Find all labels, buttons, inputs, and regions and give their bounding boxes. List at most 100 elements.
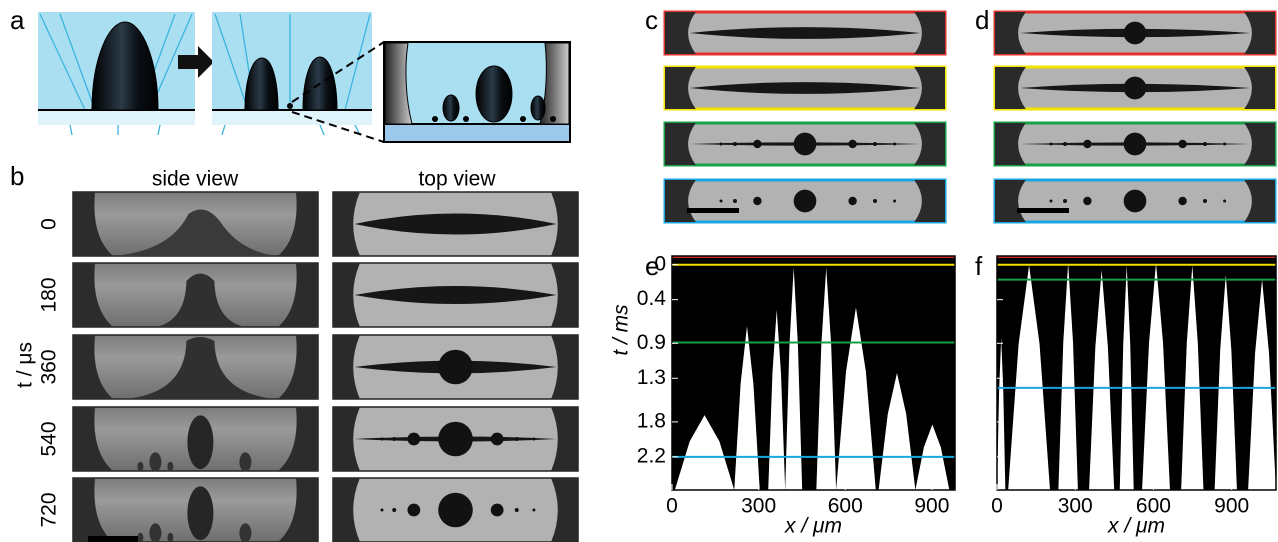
filament <box>689 82 921 94</box>
wall <box>73 192 113 256</box>
side-view-image <box>72 477 319 542</box>
droplet <box>1049 142 1053 146</box>
x-tick-label: 900 <box>1214 495 1249 518</box>
side-view-image <box>72 262 319 328</box>
plot-frame <box>671 255 956 491</box>
droplet <box>514 437 519 441</box>
kymograph <box>996 255 1277 491</box>
droplet <box>893 199 897 203</box>
wall <box>995 67 1026 109</box>
droplet <box>438 349 473 385</box>
wall <box>914 123 945 165</box>
x-axis-label: x / μm <box>784 515 842 538</box>
top-view-image <box>993 10 1277 56</box>
top-view-image <box>332 191 579 257</box>
top-view-image <box>993 178 1277 224</box>
region <box>1181 265 1204 490</box>
row-label: 180 <box>38 277 61 312</box>
top-view-image <box>332 262 579 328</box>
top-view-image <box>663 178 947 224</box>
droplet <box>438 492 473 528</box>
wall <box>73 407 113 471</box>
region <box>997 337 1006 490</box>
panel-label: a <box>10 5 25 35</box>
wall <box>1244 180 1275 222</box>
region <box>1119 265 1134 490</box>
wall <box>995 12 1026 54</box>
top-view-image <box>332 477 579 542</box>
x-tick-label: 600 <box>1136 495 1171 518</box>
x-tick-label: 300 <box>1058 495 1093 518</box>
droplet <box>149 452 162 472</box>
droplet <box>733 199 737 203</box>
column-header: side view <box>152 168 239 191</box>
y-tick-label: 0.9 <box>637 331 666 354</box>
wall <box>278 335 318 399</box>
droplet <box>893 142 897 146</box>
region <box>674 415 735 490</box>
droplet <box>532 437 536 441</box>
droplet <box>514 508 519 512</box>
top-view-image <box>332 334 579 400</box>
droplet <box>793 189 817 213</box>
region <box>1142 263 1170 490</box>
panels: a b c d e f side view top view t / μs 0 180 360 540 7… <box>10 5 1277 542</box>
top-view-image <box>332 406 579 472</box>
side-view-image <box>72 406 319 472</box>
droplet <box>380 508 384 512</box>
region <box>816 267 837 490</box>
region <box>1058 263 1078 490</box>
wall <box>665 67 696 109</box>
wall <box>551 192 578 256</box>
wall <box>995 123 1026 165</box>
droplet <box>1063 142 1067 146</box>
wall <box>914 12 945 54</box>
panel-label: b <box>10 161 24 191</box>
top-view-image <box>663 10 947 56</box>
region <box>1214 274 1237 490</box>
panel-label: f <box>975 251 983 281</box>
droplet <box>392 508 397 512</box>
droplet <box>753 139 762 149</box>
region <box>768 309 786 490</box>
x-tick-label: 600 <box>828 495 863 518</box>
wall <box>333 263 360 327</box>
wall <box>73 263 113 327</box>
liquid <box>125 337 276 399</box>
x-tick-label: 900 <box>914 495 949 518</box>
droplet <box>1123 132 1147 156</box>
wall <box>665 12 696 54</box>
x-axis-label: x / μm <box>1107 515 1165 538</box>
wall <box>1244 12 1275 54</box>
droplet <box>848 196 857 206</box>
x-tick-label: 0 <box>991 495 1003 518</box>
region <box>1248 279 1276 490</box>
droplet <box>1123 21 1147 45</box>
row-label: 360 <box>38 349 61 384</box>
y-tick-label: 2.2 <box>637 444 666 467</box>
region <box>1008 265 1051 490</box>
droplet <box>407 503 421 517</box>
y-tick-label: 0 <box>654 252 666 275</box>
scale-bar <box>687 208 739 213</box>
panel-label: e <box>645 251 659 281</box>
droplet <box>1049 199 1053 203</box>
wall <box>278 192 318 256</box>
wall <box>278 478 318 542</box>
panel-label: c <box>645 5 658 35</box>
filament <box>354 213 557 235</box>
top-view-image <box>993 65 1277 111</box>
scale-bar <box>1017 208 1069 213</box>
x-tick-label: 0 <box>666 495 678 518</box>
y-tick-label: 1.3 <box>637 366 666 389</box>
axis-label: t / μs <box>14 342 37 388</box>
droplet <box>137 461 144 472</box>
droplet <box>532 508 536 512</box>
wall <box>1244 67 1275 109</box>
wall <box>73 478 113 542</box>
row-label: 0 <box>38 218 61 230</box>
wall <box>278 407 318 471</box>
droplet <box>1123 76 1147 100</box>
droplet <box>1123 189 1147 213</box>
